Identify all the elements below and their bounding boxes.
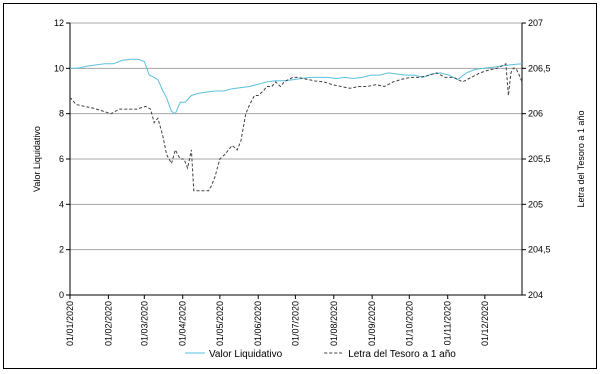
y-left-tick-label: 0 bbox=[59, 290, 64, 300]
x-tick-label: 01/09/2020 bbox=[367, 301, 377, 346]
x-tick-label: 01/04/2020 bbox=[178, 301, 188, 346]
x-tick-label: 01/03/2020 bbox=[139, 301, 149, 346]
series-line-1 bbox=[70, 58, 523, 115]
y-left-tick-label: 10 bbox=[54, 63, 64, 73]
y-left-tick-label: 2 bbox=[59, 245, 64, 255]
x-tick-label: 01/07/2020 bbox=[290, 301, 300, 346]
y-right-tick-label: 204 bbox=[528, 290, 543, 300]
y-left-axis-label: Valor Liquidativo bbox=[32, 126, 42, 192]
x-tick-label: 01/08/2020 bbox=[329, 301, 339, 346]
x-tick-label: 01/05/2020 bbox=[215, 301, 225, 346]
legend: Valor Liquidativo Letra del Tesoro a 1 añ… bbox=[185, 349, 456, 360]
y-right-tick-label: 205 bbox=[528, 199, 543, 209]
x-tick-label: 01/11/2020 bbox=[443, 301, 453, 345]
x-tick-label: 01/12/2020 bbox=[480, 301, 490, 346]
y-right-axis-label: Letra del Tesoro a 1 año bbox=[576, 111, 586, 208]
y-right-tick-label: 206 bbox=[528, 109, 543, 119]
x-tick-label: 01/06/2020 bbox=[253, 301, 263, 346]
legend-label-1: Valor Liquidativo bbox=[209, 349, 283, 360]
y-left-tick-label: 8 bbox=[59, 109, 64, 119]
x-tick-label: 01/10/2020 bbox=[404, 301, 414, 346]
y-right-tick-label: 204,5 bbox=[528, 245, 551, 255]
legend-label-2: Letra del Tesoro a 1 año bbox=[348, 349, 456, 360]
y-right-tick-label: 206,5 bbox=[528, 63, 551, 73]
y-left-tick-label: 12 bbox=[54, 18, 64, 28]
y-right-tick-label: 205,5 bbox=[528, 154, 551, 164]
y-right-tick-label: 207 bbox=[528, 18, 543, 28]
x-tick-label: 01/01/2020 bbox=[65, 301, 75, 346]
axes bbox=[66, 22, 526, 299]
y-left-tick-label: 6 bbox=[59, 154, 64, 164]
series-layer bbox=[69, 58, 523, 192]
axis-labels-layer: 0 2 4 6 8 10 12 204 204,5 205 205,5 206 206,5 207 01/0… bbox=[32, 18, 586, 346]
gridlines bbox=[70, 22, 522, 296]
x-tick-label: 01/02/2020 bbox=[103, 301, 113, 346]
y-left-tick-label: 4 bbox=[59, 199, 64, 209]
series-line-2 bbox=[69, 63, 523, 192]
